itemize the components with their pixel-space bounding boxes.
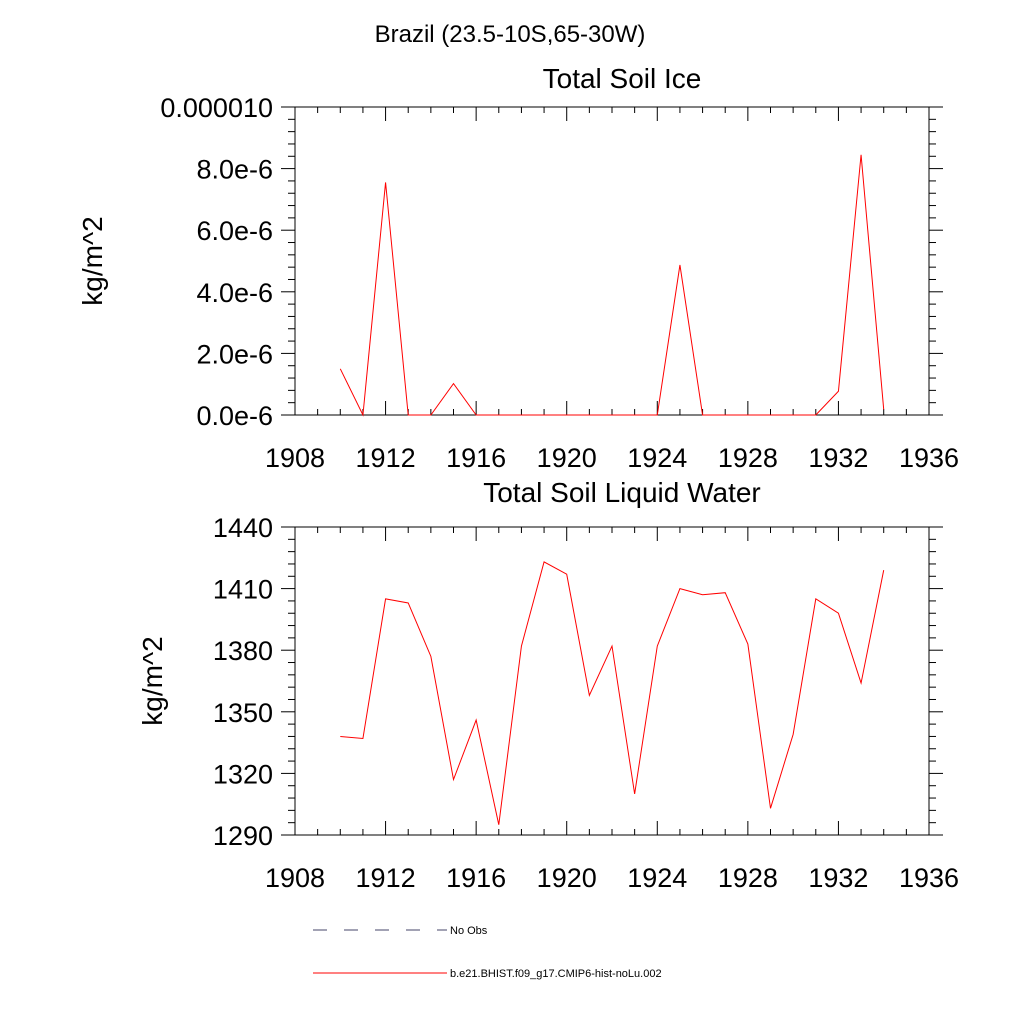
legend-label: b.e21.BHIST.f09_g17.CMIP6-hist-noLu.002 <box>450 968 662 980</box>
x-tick-label: 1936 <box>899 443 959 473</box>
y-tick-label: 2.0e-6 <box>196 339 273 369</box>
y-axis-label: kg/m^2 <box>77 216 108 305</box>
y-tick-label: 1290 <box>213 821 273 851</box>
x-tick-label: 1916 <box>446 863 506 893</box>
x-tick-label: 1912 <box>356 863 416 893</box>
panel-total-soil-ice: Total Soil Ice 1908 1912 1916 1920 1924 1928 19… <box>77 63 959 473</box>
series-line <box>339 154 885 417</box>
plot-frame <box>294 526 930 836</box>
x-tick-label: 1936 <box>899 863 959 893</box>
y-axis-label: kg/m^2 <box>137 636 168 725</box>
x-tick-label: 1932 <box>808 863 868 893</box>
y-tick-label: 8.0e-6 <box>196 155 273 185</box>
x-tick-label: 1924 <box>627 863 687 893</box>
x-tick-label: 1916 <box>446 443 506 473</box>
x-tick-label: 1908 <box>265 863 325 893</box>
y-tick-label: 1410 <box>213 575 273 605</box>
series-line <box>340 561 885 825</box>
y-tick-label: 1440 <box>213 513 273 543</box>
legend-label: No Obs <box>450 925 488 937</box>
figure-suptitle: Brazil (23.5-10S,65-30W) <box>375 21 646 48</box>
x-tick-label: 1928 <box>718 443 778 473</box>
x-tick-label: 1920 <box>537 863 597 893</box>
chart-title: Total Soil Liquid Water <box>483 477 761 508</box>
y-tick-label: 6.0e-6 <box>196 216 273 246</box>
y-tick-label: 4.0e-6 <box>196 278 273 308</box>
x-tick-label: 1912 <box>356 443 416 473</box>
y-tick-label: 0.000010 <box>160 93 273 123</box>
y-tick-label: 1350 <box>213 698 273 728</box>
x-tick-label: 1920 <box>537 443 597 473</box>
x-tick-label: 1924 <box>627 443 687 473</box>
y-tick-label: 0.0e-6 <box>196 401 273 431</box>
chart-title: Total Soil Ice <box>543 63 702 94</box>
legend: No Obs b.e21.BHIST.f09_g17.CMIP6-hist-noL… <box>313 925 662 980</box>
x-tick-label: 1908 <box>265 443 325 473</box>
x-tick-label: 1928 <box>718 863 778 893</box>
y-tick-label: 1320 <box>213 759 273 789</box>
x-tick-label: 1932 <box>808 443 868 473</box>
y-tick-label: 1380 <box>213 636 273 666</box>
panel-total-soil-liquid-water: Total Soil Liquid Water 1908 1912 1916 1920 1… <box>137 477 959 893</box>
plot-frame <box>294 106 930 416</box>
